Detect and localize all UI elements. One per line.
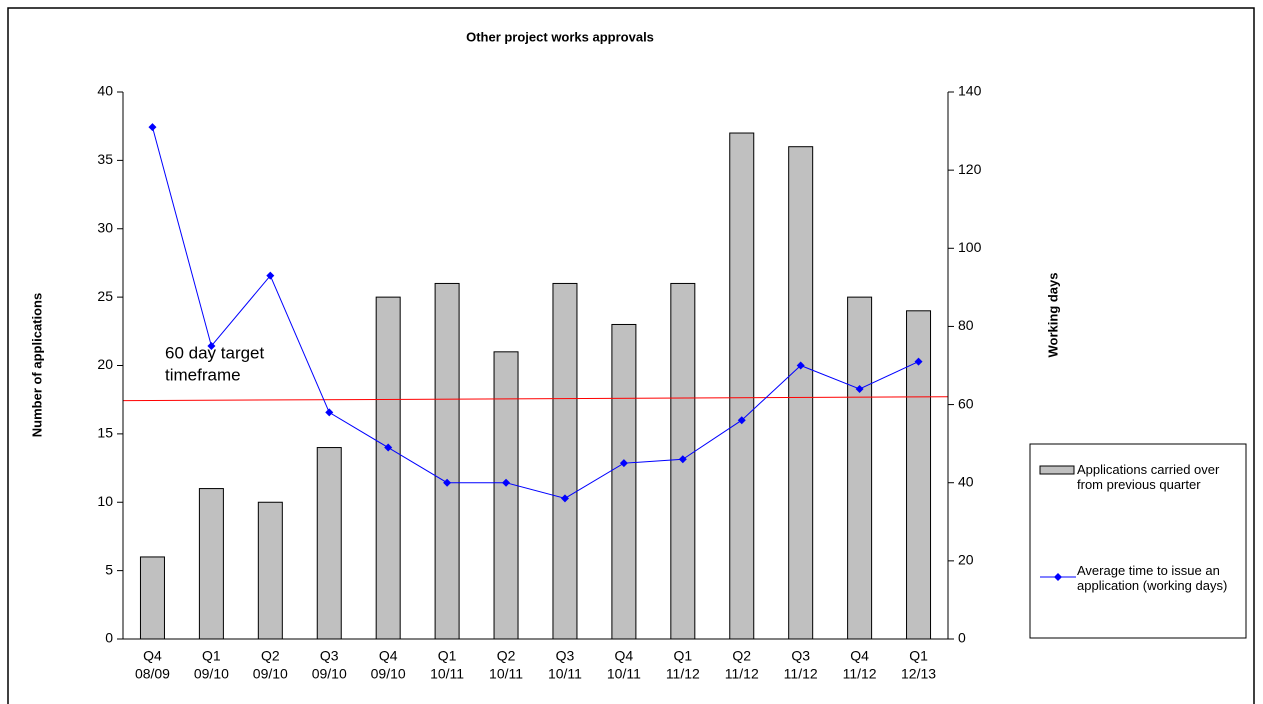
bar bbox=[375, 296, 401, 640]
y2-tick-label: 140 bbox=[958, 83, 982, 99]
bar bbox=[316, 447, 342, 640]
bar bbox=[257, 501, 283, 640]
x-tick-label: 12/13 bbox=[901, 666, 936, 682]
x-tick-label: 11/12 bbox=[666, 666, 700, 682]
x-tick-label: Q1 bbox=[438, 648, 457, 664]
x-tick-label: 11/12 bbox=[784, 666, 818, 682]
bar bbox=[729, 132, 755, 640]
x-tick-label: Q3 bbox=[791, 648, 810, 664]
y-tick-label: 0 bbox=[105, 630, 113, 646]
x-tick-label: 11/12 bbox=[725, 666, 759, 682]
line-marker bbox=[207, 341, 216, 350]
y2-tick-label: 100 bbox=[958, 239, 982, 255]
x-tick-label: 09/10 bbox=[312, 666, 347, 682]
bar bbox=[198, 488, 224, 640]
x-tick-label: Q1 bbox=[673, 648, 692, 664]
bar bbox=[139, 556, 165, 640]
legend-box bbox=[1029, 443, 1247, 639]
y2-tick-label: 120 bbox=[958, 161, 982, 177]
target-line bbox=[122, 396, 949, 402]
x-tick-label: 11/12 bbox=[843, 666, 877, 682]
x-tick-label: Q4 bbox=[850, 648, 869, 664]
legend-marker bbox=[1054, 573, 1062, 581]
line-marker bbox=[560, 494, 569, 503]
legend-entry: Applications carried over from previous … bbox=[1077, 462, 1220, 492]
x-tick-label: 10/11 bbox=[548, 666, 582, 682]
x-tick-label: Q2 bbox=[732, 648, 751, 664]
y-tick-label: 25 bbox=[97, 288, 113, 304]
x-tick-label: Q4 bbox=[615, 648, 634, 664]
y-axis-title: Number of applications bbox=[29, 293, 44, 437]
line-marker bbox=[796, 361, 805, 370]
x-tick-label: 10/11 bbox=[489, 666, 523, 682]
x-tick-label: 09/10 bbox=[253, 666, 288, 682]
line-marker bbox=[737, 416, 746, 425]
y2-tick-label: 80 bbox=[958, 317, 974, 333]
y-tick-label: 30 bbox=[97, 219, 113, 235]
line-marker bbox=[325, 408, 334, 417]
y-tick-label: 40 bbox=[97, 83, 113, 99]
x-tick-label: Q4 bbox=[379, 648, 398, 664]
legend-entry: Average time to issue an application (wo… bbox=[1077, 563, 1228, 593]
bar bbox=[788, 146, 814, 640]
frame bbox=[7, 7, 1255, 704]
x-tick-label: 10/11 bbox=[430, 666, 464, 682]
x-tick-label: Q2 bbox=[497, 648, 516, 664]
legend-label: Applications carried over from previous … bbox=[1077, 462, 1220, 492]
bar bbox=[552, 282, 578, 640]
line-marker bbox=[266, 271, 275, 280]
y-tick-label: 15 bbox=[97, 425, 113, 441]
y-tick-label: 35 bbox=[97, 151, 113, 167]
x-tick-label: Q3 bbox=[320, 648, 339, 664]
line-marker bbox=[914, 357, 923, 366]
bar bbox=[611, 323, 637, 640]
y2-axis-title: Working days bbox=[1045, 272, 1060, 357]
y-tick-label: 5 bbox=[105, 561, 113, 577]
x-tick-label: 09/10 bbox=[371, 666, 406, 682]
line-marker bbox=[148, 123, 157, 132]
y2-tick-label: 0 bbox=[958, 630, 966, 646]
x-tick-label: 09/10 bbox=[194, 666, 229, 682]
legend-label: Average time to issue an application (wo… bbox=[1077, 563, 1228, 593]
line bbox=[151, 127, 919, 499]
line-marker bbox=[443, 478, 452, 487]
bar bbox=[493, 351, 519, 640]
bar bbox=[434, 282, 460, 640]
line-marker bbox=[502, 478, 511, 487]
target-label: 60 day target bbox=[165, 343, 265, 362]
y-tick-label: 10 bbox=[97, 493, 113, 509]
x-tick-label: Q1 bbox=[909, 648, 928, 664]
x-tick-label: 08/09 bbox=[135, 666, 170, 682]
line-marker bbox=[619, 459, 628, 468]
y2-tick-label: 60 bbox=[958, 395, 974, 411]
y-tick-label: 20 bbox=[97, 356, 113, 372]
line-marker bbox=[678, 455, 687, 464]
x-tick-label: Q1 bbox=[202, 648, 221, 664]
line-marker bbox=[384, 443, 393, 452]
x-tick-label: Q3 bbox=[556, 648, 575, 664]
chart-title: Other project works approvals bbox=[466, 29, 654, 44]
y2-tick-label: 20 bbox=[958, 552, 974, 568]
x-tick-label: 10/11 bbox=[607, 666, 641, 682]
y2-tick-label: 40 bbox=[958, 473, 974, 489]
bar bbox=[847, 296, 873, 640]
legend-swatch bbox=[1039, 465, 1075, 475]
x-tick-label: Q4 bbox=[143, 648, 162, 664]
target-label: timeframe bbox=[165, 365, 241, 384]
x-tick-label: Q2 bbox=[261, 648, 280, 664]
line-marker bbox=[855, 384, 864, 393]
